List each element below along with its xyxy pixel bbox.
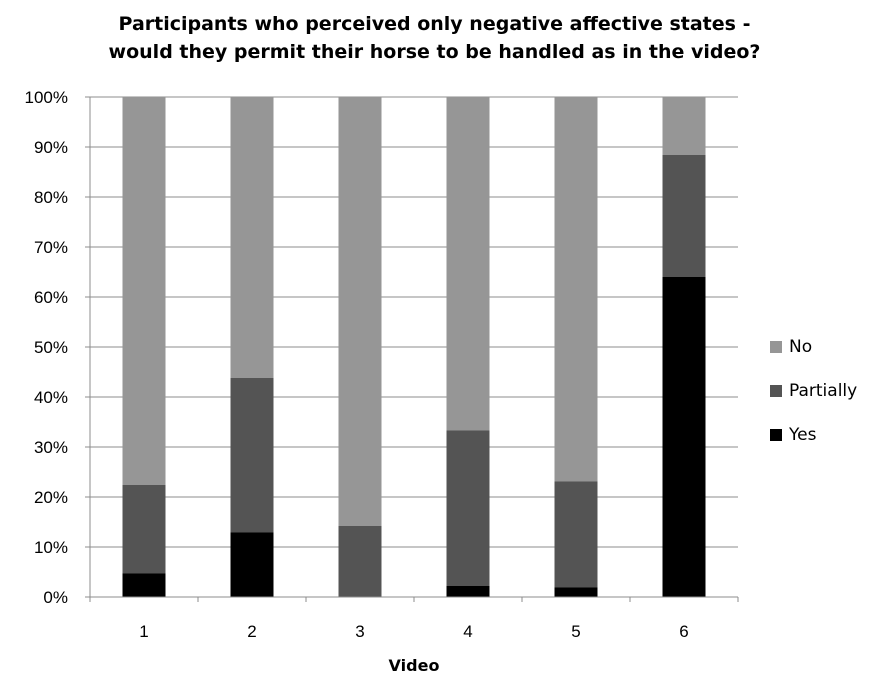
- bars: [122, 97, 706, 597]
- bar-segment-no-video-6: [662, 97, 706, 155]
- legend-label-no: No: [789, 337, 813, 357]
- y-tick-label: 60%: [34, 288, 68, 307]
- legend-label-yes: Yes: [789, 425, 817, 445]
- bar-segment-no-video-3: [338, 97, 382, 526]
- bar-segment-no-video-1: [122, 97, 166, 485]
- bar-segment-partially-video-2: [230, 378, 274, 533]
- y-tick-label: 10%: [34, 538, 68, 557]
- x-tick-label: 6: [679, 622, 688, 641]
- y-tick-label: 70%: [34, 238, 68, 257]
- bar-segment-yes-video-1: [122, 573, 166, 597]
- gridlines: [90, 96, 738, 548]
- legend: No Partially Yes: [770, 336, 857, 468]
- legend-item-partially: Partially: [770, 380, 857, 402]
- bar-segment-partially-video-3: [338, 526, 382, 597]
- bar-segment-no-video-4: [446, 97, 490, 431]
- x-tick-label: 2: [247, 622, 256, 641]
- bar-segment-no-video-5: [554, 97, 598, 482]
- y-tick-labels: 0% 10% 20% 30% 40% 50% 60% 70% 80% 90% 100%: [25, 88, 68, 607]
- axes: [85, 96, 739, 602]
- bar-segment-yes-video-2: [230, 532, 274, 597]
- y-tick-label: 0%: [43, 588, 68, 607]
- bar-segment-partially-video-6: [662, 155, 706, 277]
- bar-segment-yes-video-6: [662, 277, 706, 597]
- bar-segment-partially-video-4: [446, 430, 490, 586]
- y-tick-label: 40%: [34, 388, 68, 407]
- legend-swatch-no: [770, 341, 782, 353]
- legend-item-yes: Yes: [770, 424, 857, 446]
- legend-item-no: No: [770, 336, 857, 358]
- x-tick-label: 3: [355, 622, 364, 641]
- x-tick-label: 1: [139, 622, 148, 641]
- y-tick-label: 30%: [34, 438, 68, 457]
- legend-swatch-partially: [770, 385, 782, 397]
- bar-segment-yes-video-4: [446, 586, 490, 597]
- y-tick-label: 50%: [34, 338, 68, 357]
- bar-segment-partially-video-1: [122, 485, 166, 574]
- bar-segment-no-video-2: [230, 97, 274, 378]
- x-tick-label: 4: [463, 622, 472, 641]
- x-tick-labels: 1 2 3 4 5 6: [139, 622, 688, 641]
- y-tick-label: 90%: [34, 138, 68, 157]
- y-tick-label: 80%: [34, 188, 68, 207]
- bar-segment-partially-video-5: [554, 481, 598, 588]
- y-tick-label: 100%: [25, 88, 68, 107]
- x-axis-label: Video: [389, 656, 440, 674]
- x-tick-label: 5: [571, 622, 580, 641]
- bar-segment-yes-video-5: [554, 587, 598, 597]
- legend-swatch-yes: [770, 429, 782, 441]
- chart-title: Participants who perceived only negative…: [0, 10, 869, 66]
- chart-title-line-1: Participants who perceived only negative…: [118, 13, 751, 35]
- legend-label-partially: Partially: [789, 381, 858, 401]
- y-tick-label: 20%: [34, 488, 68, 507]
- chart-title-line-2: would they permit their horse to be hand…: [108, 41, 761, 63]
